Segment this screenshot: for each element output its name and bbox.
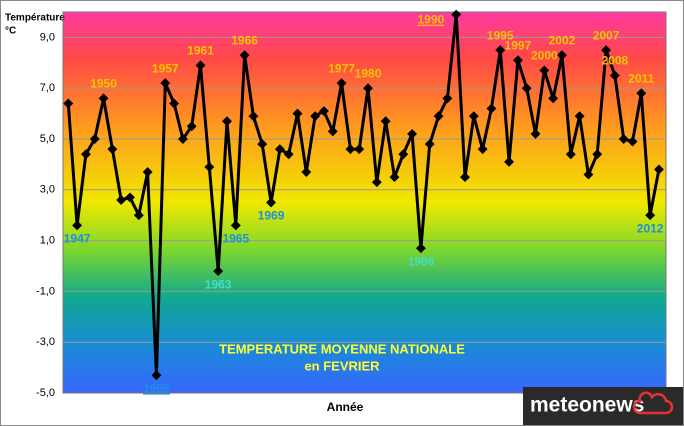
annotation: 1965 — [222, 232, 249, 246]
data-point — [80, 149, 91, 160]
data-point — [230, 220, 241, 231]
data-point — [627, 136, 638, 147]
data-point — [169, 98, 180, 109]
data-point — [398, 149, 409, 160]
annotation: 1990 — [417, 13, 444, 27]
annotation: 1980 — [355, 66, 382, 80]
data-point — [574, 111, 585, 122]
y-tick-label: 3,0 — [40, 184, 55, 196]
data-point — [460, 172, 470, 183]
logo-text: meteonews — [530, 394, 644, 417]
data-point — [592, 149, 603, 160]
annotation: 2000 — [531, 49, 558, 63]
data-point — [504, 156, 515, 167]
data-point — [204, 161, 215, 172]
data-point — [512, 55, 523, 66]
annotation: 2011 — [628, 71, 654, 85]
data-point — [89, 134, 100, 144]
data-point — [151, 370, 162, 381]
data-point — [142, 167, 153, 177]
data-point — [618, 134, 629, 144]
data-point — [424, 139, 435, 150]
data-point — [653, 164, 664, 175]
annotation: 1969 — [258, 209, 285, 223]
data-point — [565, 149, 576, 160]
data-point — [222, 116, 232, 127]
data-point — [415, 243, 426, 254]
x-axis-label: Année — [327, 400, 364, 414]
annotation: 2012 — [637, 221, 664, 235]
annotation: 1957 — [152, 61, 179, 75]
data-point — [266, 197, 277, 208]
chart-title: en FEVRIER — [304, 358, 380, 373]
data-point — [636, 88, 647, 99]
data-point — [186, 121, 197, 132]
y-tick-label: 7,0 — [40, 82, 55, 94]
data-point — [371, 177, 382, 188]
logo: meteonews — [523, 387, 683, 425]
annotation: 1961 — [187, 44, 214, 58]
data-point — [557, 50, 567, 61]
chart-title: TEMPERATURE MOYENNE NATIONALE — [219, 341, 465, 356]
data-point — [239, 50, 250, 61]
annotation: 2008 — [602, 54, 629, 68]
data-point — [477, 144, 488, 155]
data-point — [248, 111, 259, 122]
annotation: 1986 — [408, 254, 435, 268]
annotation: 1947 — [64, 232, 91, 246]
data-point — [160, 78, 171, 89]
data-point — [257, 139, 268, 150]
data-point — [601, 45, 612, 56]
data-point — [133, 210, 144, 221]
data-point — [125, 192, 135, 203]
data-point — [345, 144, 356, 155]
y-axis-label: °C — [5, 26, 16, 37]
annotation: 1950 — [90, 77, 117, 91]
data-point — [283, 149, 294, 160]
annotation: 2007 — [593, 28, 620, 42]
data-point — [530, 128, 541, 139]
y-tick-label: -5,0 — [36, 387, 55, 399]
annotation: 1995 — [487, 28, 514, 42]
data-point — [107, 144, 118, 155]
data-point — [63, 98, 74, 109]
logo-icon — [632, 391, 674, 415]
data-point — [116, 195, 127, 205]
data-point — [274, 144, 285, 155]
annotation: 2002 — [549, 33, 576, 47]
data-point — [548, 93, 559, 104]
data-point — [354, 144, 365, 155]
y-tick-label: 1,0 — [40, 235, 55, 247]
y-tick-label: 9,0 — [40, 31, 55, 43]
y-tick-label: -1,0 — [36, 285, 55, 297]
data-point — [539, 65, 550, 76]
data-point — [98, 93, 109, 104]
data-point — [213, 266, 224, 277]
y-tick-label: -3,0 — [36, 336, 55, 348]
annotation: 1977 — [328, 61, 355, 75]
data-point — [521, 83, 532, 94]
annotation: 1966 — [231, 33, 258, 47]
data-point — [583, 169, 594, 180]
data-point — [301, 167, 312, 177]
data-point — [609, 70, 620, 81]
data-point — [389, 172, 400, 183]
plot-area — [63, 12, 666, 393]
plot-border — [62, 11, 667, 394]
y-axis-label: Température — [5, 13, 65, 24]
data-point — [177, 134, 188, 144]
annotation: 1956 — [143, 381, 170, 395]
annotation: 1997 — [505, 38, 532, 52]
y-tick-label: 5,0 — [40, 133, 55, 145]
annotation: 1963 — [205, 277, 232, 291]
data-point — [72, 220, 83, 231]
data-point — [645, 210, 656, 221]
data-point — [407, 128, 418, 139]
